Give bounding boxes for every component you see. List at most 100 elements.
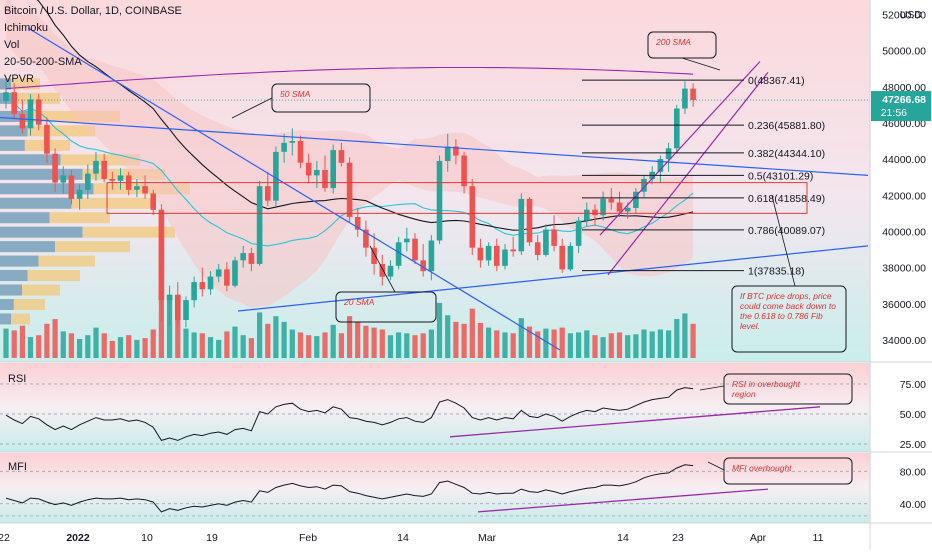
- candle-body: [166, 294, 173, 301]
- callout-200sma-pointer: [681, 57, 721, 71]
- volume-bar: [436, 302, 443, 358]
- callout-200sma-box: [647, 31, 717, 59]
- volume-bar: [453, 321, 459, 358]
- fib-level-label: 0.236(45881.80): [748, 120, 825, 132]
- candle-body: [134, 186, 140, 190]
- candle-body: [674, 108, 680, 149]
- volume-bar: [52, 319, 58, 358]
- volume-bar: [281, 321, 287, 358]
- vpvr-bar: [0, 183, 190, 195]
- volume-bar: [379, 329, 385, 358]
- volume-bar: [641, 329, 647, 358]
- candle-body: [567, 245, 574, 270]
- callout-fib-pointer: [771, 195, 796, 287]
- candle-body: [19, 113, 26, 129]
- volume-bar: [248, 338, 254, 358]
- volume-bar: [150, 329, 156, 358]
- candle-body: [322, 170, 328, 189]
- fib-retracement[interactable]: 0(48367.41) 0.236(45881.80) 0.382(44344.10…: [582, 75, 825, 278]
- vpvr-bar: [0, 298, 14, 310]
- volume-bar: [428, 329, 434, 358]
- callout-fib-text: If BTC price drops, price: [740, 291, 832, 301]
- candle-body: [690, 88, 696, 100]
- volume-bar: [649, 331, 655, 358]
- rsi-tick: 75.00: [900, 379, 926, 391]
- volume-profile: [0, 78, 190, 325]
- candle-body: [387, 265, 394, 277]
- drawings[interactable]: 200 SMA 50 SMA 20 SMA If BTC price drops, p…: [0, 27, 870, 485]
- rsi-line: [5, 387, 694, 441]
- vpvr-bar: [0, 313, 11, 325]
- fib-level-label: 0(48367.41): [748, 75, 805, 87]
- mfi-trendline: [477, 488, 769, 513]
- volume-bar: [469, 308, 475, 358]
- vpvr-bar: [0, 241, 55, 253]
- volume-bar: [404, 333, 410, 358]
- vpvr-bar: [0, 284, 60, 296]
- fib-level-label: 0.786(40089.07): [748, 225, 825, 237]
- indicator-panes: RSI MFI: [0, 373, 870, 517]
- candle-body: [93, 160, 99, 174]
- indicator-name: Vol: [4, 39, 19, 51]
- candle-body: [199, 282, 206, 290]
- candle-body: [281, 142, 287, 152]
- candle-body: [142, 186, 148, 194]
- volume-bar: [232, 326, 238, 358]
- candle-body: [305, 162, 312, 176]
- axes: 52000.0050000.0048000.0046000.0044000.00…: [0, 9, 931, 544]
- candle-body: [412, 238, 418, 261]
- callout-20sma-box: [335, 291, 437, 323]
- volume-bar: [257, 312, 263, 358]
- candle-body: [592, 209, 598, 216]
- candle-body: [363, 229, 369, 248]
- fib-level-label: 0.382(44344.10): [748, 148, 825, 160]
- candle-body: [44, 124, 50, 154]
- candle-body: [584, 209, 590, 221]
- vpvr-bar: [0, 168, 83, 180]
- vpvr-bar: [0, 255, 39, 267]
- volume-bar: [355, 321, 361, 358]
- rsi-tick: 25.00: [900, 439, 926, 451]
- volume-bar: [461, 323, 467, 358]
- bar-countdown: 21:56: [881, 107, 907, 119]
- currency-label: USD: [900, 9, 923, 21]
- candle-body: [109, 179, 116, 181]
- volume-bar: [216, 339, 222, 358]
- vpvr-bar: [0, 139, 25, 151]
- vpvr-bar: [0, 298, 45, 310]
- indicator-name: Ichimoku: [4, 22, 48, 34]
- volume-bar: [584, 330, 590, 358]
- volume-bar: [240, 335, 246, 358]
- candle-body: [265, 186, 271, 201]
- volume-bar: [518, 318, 524, 358]
- candle-body: [330, 150, 336, 189]
- vpvr-bar: [0, 255, 95, 267]
- vpvr-bar: [0, 154, 61, 166]
- candle-body: [248, 253, 255, 264]
- candle-body: [297, 141, 304, 163]
- volume-bar: [314, 336, 320, 358]
- candle-body: [444, 146, 451, 161]
- volume-bar: [68, 333, 74, 358]
- time-axis-bg: [0, 523, 870, 550]
- candle-body: [215, 269, 222, 277]
- mfi-tick: 80.00: [900, 466, 926, 478]
- candlesticks[interactable]: [3, 81, 696, 328]
- volume-bar: [510, 333, 516, 358]
- volume-bar: [625, 335, 631, 358]
- vpvr-bar: [0, 183, 94, 195]
- mfi-line: [5, 464, 694, 513]
- volume-bar: [576, 332, 582, 358]
- indicator-name: 20-50-200-SMA: [4, 56, 82, 68]
- candle-body: [526, 198, 533, 243]
- price-tick: 40000.00: [882, 226, 926, 238]
- candle-body: [494, 245, 500, 266]
- last-price-value: 47266.68: [882, 94, 926, 106]
- rsi-trendline: [449, 406, 821, 438]
- candle-body: [273, 151, 279, 201]
- price-tick: 52000.00: [882, 9, 926, 21]
- candle-body: [608, 198, 615, 203]
- volume-bar: [289, 329, 295, 358]
